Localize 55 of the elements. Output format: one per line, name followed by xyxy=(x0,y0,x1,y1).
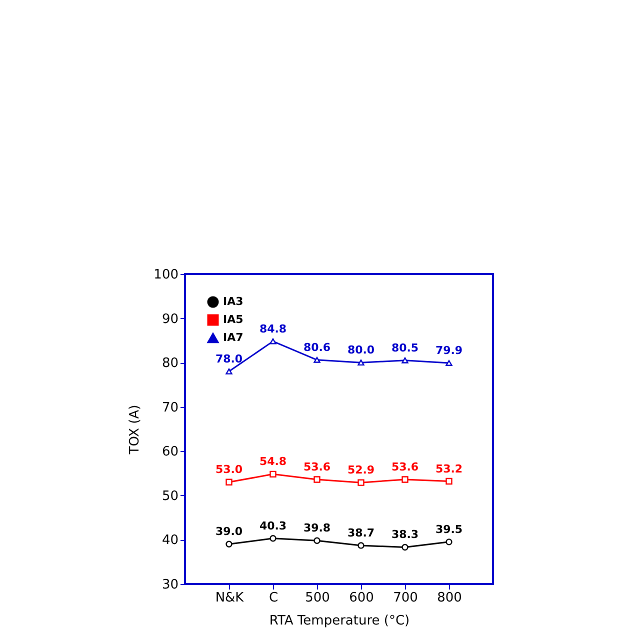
data-label: 52.9 xyxy=(347,464,375,477)
point xyxy=(446,478,452,485)
point xyxy=(358,479,364,486)
data-label: 53.6 xyxy=(391,460,419,474)
point xyxy=(226,540,232,548)
point xyxy=(402,544,408,551)
point xyxy=(314,476,320,483)
legend-label: IA5 xyxy=(223,313,244,326)
legend-label: IA7 xyxy=(223,331,244,344)
point xyxy=(358,542,364,549)
x-axis-title: RTA Temperature (°C) xyxy=(269,614,410,628)
y-tick-label: 30 xyxy=(162,578,178,592)
x-tick-label: 500 xyxy=(305,590,330,606)
data-label: 80.0 xyxy=(347,344,375,357)
data-label: 38.7 xyxy=(347,526,375,540)
data-label: 79.9 xyxy=(435,344,463,358)
data-label: 53.6 xyxy=(303,460,331,474)
point xyxy=(358,360,364,366)
data-label: 53.2 xyxy=(435,462,463,476)
point xyxy=(402,357,408,364)
point xyxy=(314,356,320,363)
point xyxy=(270,470,276,478)
point xyxy=(402,476,408,483)
point xyxy=(446,538,452,546)
point xyxy=(314,537,320,544)
x-tick-label: 600 xyxy=(349,590,374,606)
data-label: 80.6 xyxy=(303,340,331,354)
legend-label: IA3 xyxy=(223,295,244,308)
data-label: 39.5 xyxy=(435,522,463,536)
y-tick-label: 100 xyxy=(154,268,178,282)
data-label: 80.5 xyxy=(391,341,419,354)
data-label: 84.8 xyxy=(259,322,287,336)
point xyxy=(226,478,232,486)
y-tick-label: 90 xyxy=(162,312,178,327)
x-tick-label: 700 xyxy=(393,590,418,606)
point xyxy=(270,535,276,542)
point xyxy=(270,338,276,344)
y-tick-label: 60 xyxy=(162,444,178,460)
data-label: 53.0 xyxy=(215,463,243,476)
y-axis-title: TOX (A) xyxy=(128,404,143,456)
x-tick-label: N&K xyxy=(215,590,244,606)
data-label: 39.8 xyxy=(303,522,331,535)
y-tick-label: 50 xyxy=(162,488,178,504)
data-label: 40.3 xyxy=(259,519,287,532)
y-tick-label: 40 xyxy=(162,533,178,548)
y-tick-label: 80 xyxy=(162,356,178,372)
x-tick-label: C xyxy=(268,590,278,606)
data-label: 38.3 xyxy=(391,528,419,542)
point xyxy=(226,368,232,374)
data-label: 78.0 xyxy=(215,352,243,366)
data-label: 54.8 xyxy=(259,455,287,468)
x-tick-label: 800 xyxy=(437,590,462,606)
y-tick-label: 70 xyxy=(162,400,178,416)
point xyxy=(446,360,452,366)
data-label: 39.0 xyxy=(215,525,243,538)
